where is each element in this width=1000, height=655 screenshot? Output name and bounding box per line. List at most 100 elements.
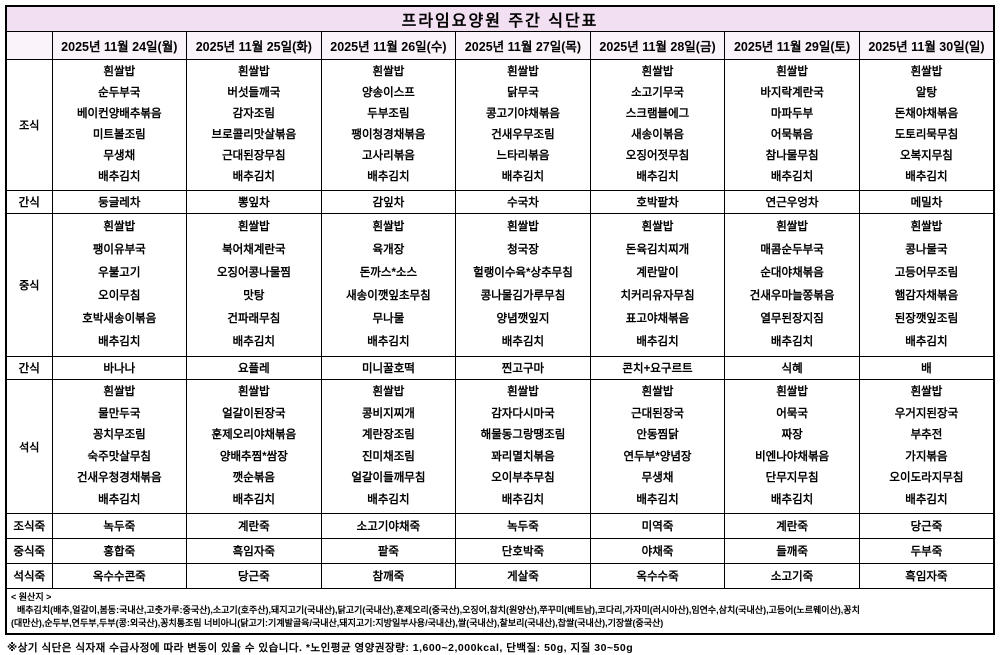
menu-item: 흰쌀밥 (103, 66, 136, 78)
menu-item: 근대된장무침 (222, 150, 286, 162)
porridge-cell: 소고기죽 (724, 563, 860, 589)
menu-item: 배추김치 (636, 171, 679, 183)
menu-cell: 흰쌀밥 양송이스프 두부조림 팽이청경채볶음 고사리볶음 배추김치 (320, 59, 457, 191)
date-header-sat: 2025년 11월 29일(토) (724, 31, 860, 60)
porridge-cell: 녹두죽 (455, 513, 591, 539)
snack-cell: 수국차 (455, 190, 591, 214)
menu-cell: 흰쌀밥 감자다시마국 해물동그랑땡조림 꽈리멸치볶음 오이부추무침 배추김치 (455, 379, 591, 514)
menu-cell: 흰쌀밥 얼갈이된장국 훈제오리야채볶음 양배추찜*쌈장 깻순볶음 배추김치 (186, 379, 322, 514)
menu-item: 오징어젓무침 (625, 150, 690, 162)
menu-item: 얼갈이된장국 (222, 407, 286, 420)
menu-item: 흰쌀밥 (910, 386, 943, 398)
menu-item: 햄감자채볶음 (894, 290, 959, 302)
menu-item: 무생채 (103, 150, 136, 162)
menu-item: 꽁치무조림 (92, 429, 146, 441)
menu-item: 흰쌀밥 (641, 66, 674, 78)
menu-item: 건새우마늘쫑볶음 (749, 290, 835, 302)
porridge-cell: 소고기야채죽 (320, 513, 457, 539)
menu-item: 배추김치 (770, 336, 814, 348)
menu-item: 무나물 (372, 313, 405, 325)
menu-item: 청국장 (507, 244, 539, 256)
menu-item: 감자다시마국 (491, 407, 555, 420)
menu-item: 새송이볶음 (631, 129, 684, 141)
menu-item: 어묵볶음 (770, 129, 814, 141)
porridge-cell: 단호박죽 (455, 538, 591, 564)
menu-item: 배추김치 (905, 336, 948, 348)
menu-item: 단무지무침 (765, 472, 819, 484)
porridge-cell: 야채죽 (589, 538, 726, 564)
menu-cell: 흰쌀밥 알탕 돈채야채볶음 도토리묵무침 오복지무침 배추김치 (858, 59, 995, 191)
row-label: 조식죽 (5, 513, 53, 539)
row-label: 조식 (5, 59, 53, 191)
menu-item: 참나물무침 (765, 150, 819, 162)
menu-item: 배추김치 (501, 336, 545, 348)
menu-cell: 흰쌀밥 청국장 헐랭이수육*상추무침 콩나물김가루무침 양념깻잎지 배추김치 (455, 213, 591, 357)
menu-item: 알탕 (915, 87, 938, 99)
snack-cell: 식혜 (724, 356, 860, 380)
menu-cell: 흰쌀밥 물만두국 꽁치무조림 숙주맛살무침 건새우청경채볶음 배추김치 (51, 379, 188, 514)
menu-item: 팽이유부국 (92, 244, 146, 256)
menu-item: 배추김치 (501, 493, 545, 506)
row-label: 중식 (5, 213, 53, 357)
menu-item: 순대야채볶음 (760, 267, 824, 279)
row-label: 중식죽 (5, 538, 53, 564)
porridge-cell: 계란죽 (186, 513, 322, 539)
menu-item: 배추김치 (770, 171, 814, 183)
menu-item: 배추김치 (98, 493, 141, 506)
menu-cell: 흰쌀밥 바지락계란국 마파두부 어묵볶음 참나물무침 배추김치 (724, 59, 860, 191)
menu-cell: 흰쌀밥 순두부국 베이컨양배추볶음 미트볼조림 무생채 배추김치 (51, 59, 188, 191)
menu-item: 부추전 (910, 429, 943, 441)
menu-item: 콩비지찌개 (361, 407, 415, 420)
meal-row-3: 간식 바나나 요플레 미니꿀호떡 찐고구마 콘치+요구르트 식혜 배 (5, 356, 995, 380)
menu-item: 팽이청경채볶음 (351, 129, 426, 141)
menu-item: 표고야채볶음 (625, 313, 690, 325)
snack-cell: 둥글레차 (51, 190, 188, 214)
snack-cell: 찐고구마 (455, 356, 591, 380)
porridge-cell: 옥수수콘죽 (51, 563, 188, 589)
origin-info: < 원산지 > 배추김치(배추,얼갈이,봄동:국내산,고춧가루:중국산),소고기… (5, 588, 995, 635)
menu-item: 비엔나야채볶음 (755, 450, 830, 463)
menu-item: 콩고기야채볶음 (485, 108, 560, 120)
menu-item: 흰쌀밥 (103, 221, 136, 233)
menu-item: 훈제오리야채볶음 (211, 429, 297, 441)
menu-item: 배추김치 (770, 493, 814, 506)
date-header-wed: 2025년 11월 26일(수) (320, 31, 457, 60)
menu-item: 오징어콩나물찜 (216, 267, 291, 279)
menu-item: 흰쌀밥 (776, 221, 808, 233)
menu-cell: 흰쌀밥 근대된장국 안동찜닭 연두부*양념장 무생채 배추김치 (589, 379, 726, 514)
page-title: 프라임요양원 주간 식단표 (5, 5, 995, 32)
menu-item: 감자조림 (232, 108, 275, 120)
menu-item: 도토리묵무침 (894, 129, 959, 141)
menu-item: 배추김치 (367, 336, 410, 348)
menu-item: 느타리볶음 (496, 150, 550, 162)
porridge-cell: 두부죽 (858, 538, 995, 564)
menu-item: 배추김치 (501, 171, 545, 183)
porridge-cell: 옥수수죽 (589, 563, 726, 589)
snack-cell: 요플레 (186, 356, 322, 380)
menu-item: 마파두부 (770, 108, 814, 120)
menu-item: 두부조림 (367, 108, 410, 120)
menu-item: 배추김치 (905, 171, 948, 183)
menu-item: 배추김치 (636, 336, 679, 348)
menu-item: 연두부*양념장 (623, 450, 692, 463)
menu-cell: 흰쌀밥 콩나물국 고등어무조림 햄감자채볶음 된장깻잎조림 배추김치 (858, 213, 995, 357)
menu-item: 흰쌀밥 (372, 221, 405, 233)
meal-row-5: 조식죽 녹두죽 계란죽 소고기야채죽 녹두죽 미역죽 계란죽 당근죽 (5, 513, 995, 539)
menu-item: 흰쌀밥 (372, 66, 405, 78)
menu-item: 흰쌀밥 (237, 66, 270, 78)
menu-item: 오복지무침 (899, 150, 953, 162)
date-header-mon: 2025년 11월 24일(월) (51, 31, 188, 60)
snack-cell: 호박팥차 (589, 190, 726, 214)
menu-item: 맛탕 (243, 290, 265, 302)
menu-item: 물만두국 (98, 407, 141, 420)
origin-line: 배추김치(배추,얼갈이,봄동:국내산,고춧가루:중국산),소고기(호주산),돼지… (17, 605, 860, 616)
menu-item: 돈채야채볶음 (894, 108, 959, 120)
snack-cell: 미니꿀호떡 (320, 356, 457, 380)
menu-item: 건새우무조림 (491, 129, 555, 141)
porridge-cell: 미역죽 (589, 513, 726, 539)
menu-item: 흰쌀밥 (372, 386, 405, 398)
porridge-cell: 팥죽 (320, 538, 457, 564)
menu-item: 브로콜리맛살볶음 (211, 129, 297, 141)
porridge-cell: 흑임자죽 (186, 538, 322, 564)
menu-item: 베이컨양배추볶음 (76, 108, 162, 120)
